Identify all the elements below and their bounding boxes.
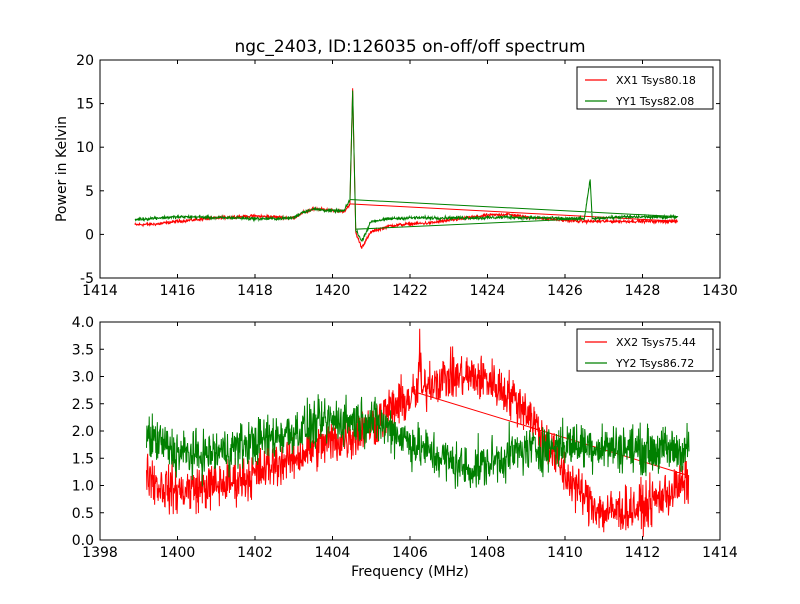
series-line-top-yy1 (134, 90, 679, 242)
y-axis-label: Power in Kelvin (54, 116, 70, 222)
y-tick-label: 4.0 (72, 315, 94, 331)
y-tick-label: 2.0 (72, 424, 94, 440)
x-tick-label: 1404 (315, 545, 351, 561)
top-panel: 1414 1416 1418 1420 1422 1424 1426 1428 1430 -5 0 5… (76, 53, 738, 299)
x-tick-label: 1428 (625, 283, 661, 299)
x-tick-label: 1430 (702, 283, 738, 299)
x-tick-label: 1410 (547, 545, 583, 561)
series-line-top-xx1 (134, 88, 679, 249)
legend-box (576, 66, 714, 110)
x-tick-label: 1408 (470, 545, 506, 561)
y-tick-label: 15 (76, 97, 94, 113)
x-tick-label: 1398 (82, 545, 118, 561)
legend: XX1 Tsys80.18 YY1 Tsys82.08 (576, 66, 714, 110)
x-tick-label: 1424 (470, 283, 506, 299)
y-tick-label: 1.5 (72, 451, 94, 467)
y-tick-label: 1.0 (72, 479, 94, 495)
y-tick-label: -5 (80, 271, 94, 287)
x-tick-label: 1416 (160, 283, 196, 299)
series-line-bottom-xx2 (146, 328, 690, 537)
legend-label: XX1 Tsys80.18 (616, 74, 696, 87)
y-tick-label: 20 (76, 53, 94, 69)
y-tick-label: 0 (85, 227, 94, 243)
x-tick-label: 1420 (315, 283, 351, 299)
x-tick-label: 1406 (392, 545, 428, 561)
x-tick-label: 1412 (625, 545, 661, 561)
legend: XX2 Tsys75.44 YY2 Tsys86.72 (576, 328, 714, 372)
x-tick-label: 1400 (160, 545, 196, 561)
x-tick-label: 1422 (392, 283, 428, 299)
y-tick-label: 3.0 (72, 370, 94, 386)
y-tick-label: 3.5 (72, 342, 94, 358)
x-axis-label: Frequency (MHz) (351, 564, 469, 580)
x-tick-label: 1418 (237, 283, 273, 299)
legend-box (576, 328, 714, 372)
y-tick-label: 10 (76, 140, 94, 156)
y-tick-label: 0.0 (72, 533, 94, 549)
legend-label: YY1 Tsys82.08 (615, 95, 694, 108)
y-tick-label: 0.5 (72, 506, 94, 522)
legend-label: YY2 Tsys86.72 (615, 357, 694, 370)
bottom-panel: 1398 1400 1402 1404 1406 1408 1410 1412 1414 0.0 0… (72, 315, 738, 561)
x-tick-label: 1414 (702, 545, 738, 561)
series-line-bottom-yy2 (146, 394, 690, 489)
x-tick-label: 1414 (82, 283, 118, 299)
x-tick-label: 1402 (237, 545, 273, 561)
x-tick-label: 1426 (547, 283, 583, 299)
legend-label: XX2 Tsys75.44 (616, 336, 696, 349)
chart-title: ngc_2403, ID:126035 on-off/off spectrum (234, 37, 585, 57)
y-tick-label: 2.5 (72, 397, 94, 413)
y-tick-label: 5 (85, 184, 94, 200)
